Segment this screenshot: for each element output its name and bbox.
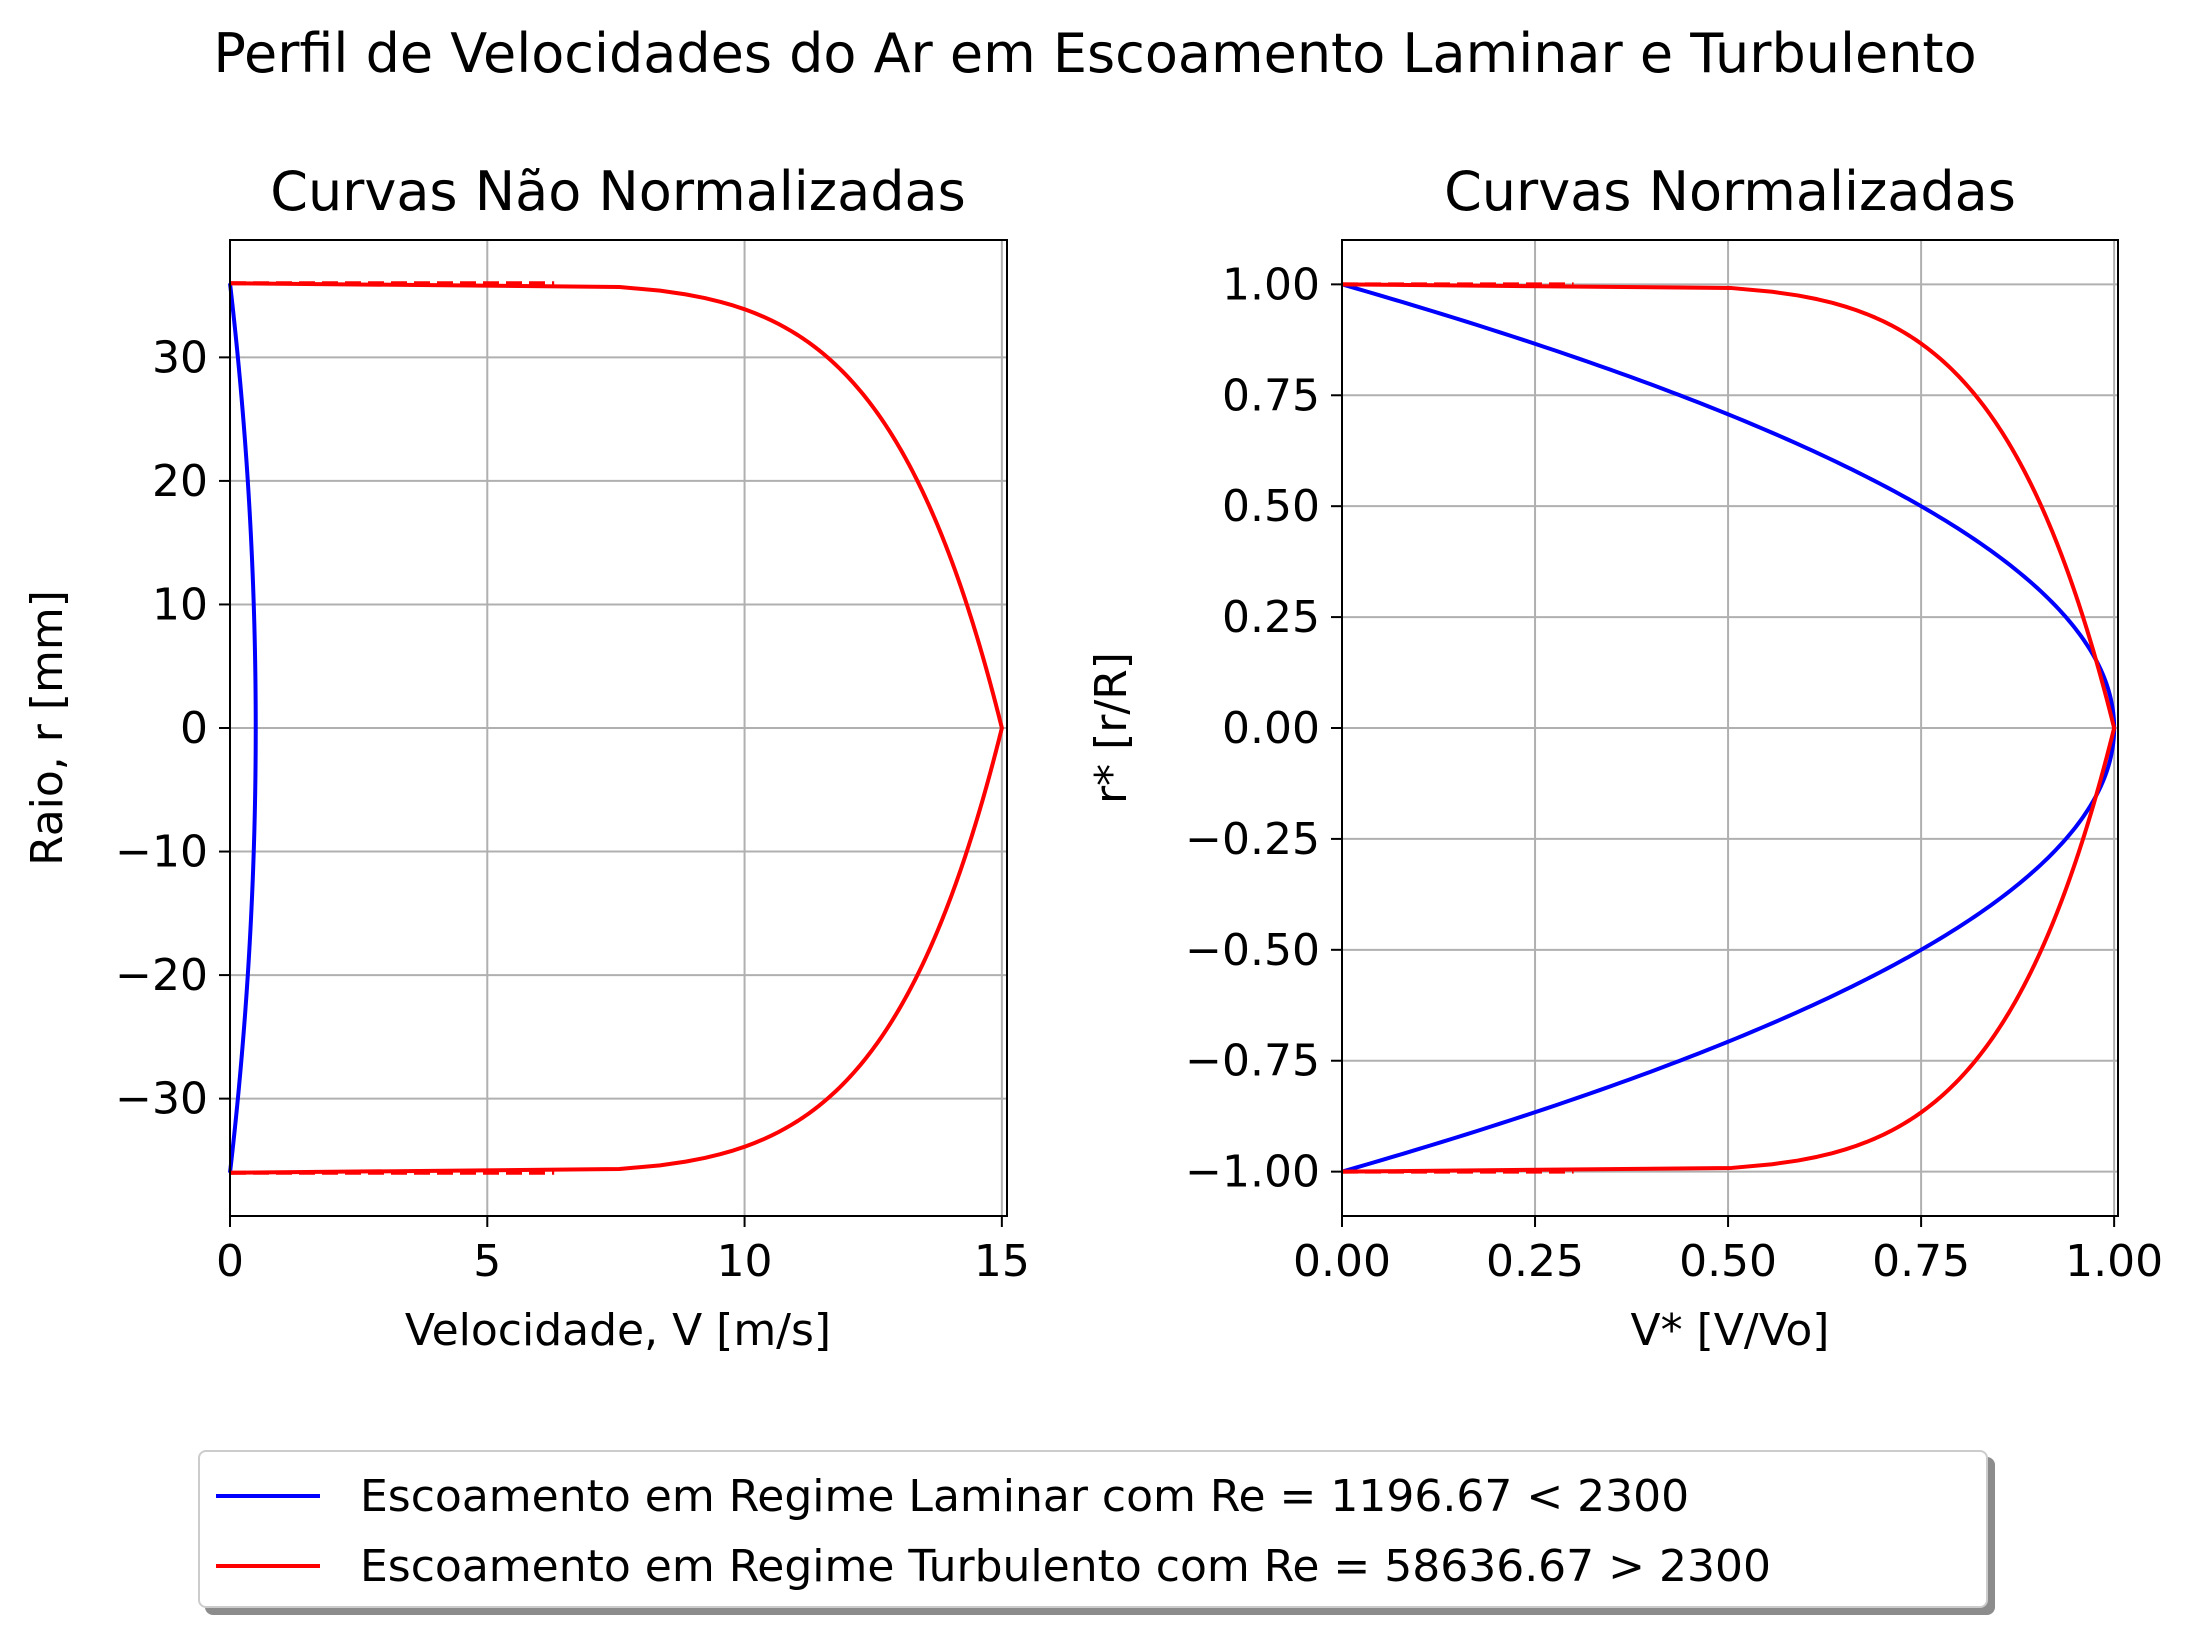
y-tick-label: −0.25 [1185, 814, 1320, 865]
right-plot: 0.00 0.25 0.50 0.75 1.00 1.00 0.75 0.50 0.25 0.00… [1185, 239, 2163, 1287]
legend-item-laminar: Escoamento em Regime Laminar com Re = 11… [216, 1466, 1689, 1526]
left-x-axis-label: Velocidade, V [m/s] [405, 1305, 831, 1356]
series-line-turbulent [1341, 282, 2117, 1174]
left-y-axis-label: Raio, r [mm] [22, 590, 73, 866]
y-tick-label: −0.75 [1185, 1036, 1320, 1087]
right-chart-title: Curvas Normalizadas [1444, 160, 2016, 223]
y-tick-label: 0.75 [1222, 370, 1320, 421]
legend-label-turbulent: Escoamento em Regime Turbulento com Re =… [360, 1540, 1771, 1592]
y-tick-label: 30 [152, 332, 208, 383]
x-tick-label: 10 [717, 1236, 773, 1287]
x-tick-label: 0 [216, 1236, 244, 1287]
x-tick-label: 0.00 [1293, 1236, 1391, 1287]
y-tick-label: −1.00 [1185, 1147, 1320, 1198]
left-chart-title: Curvas Não Normalizadas [270, 160, 966, 223]
y-tick-label: 0.50 [1222, 481, 1320, 532]
y-tick-label: −0.50 [1185, 925, 1320, 976]
x-tick-label: 0.50 [1679, 1236, 1777, 1287]
y-tick-label: −20 [115, 950, 208, 1001]
left-plot: 0 5 10 15 30 20 10 0 −10 −20 −30 [115, 239, 1030, 1287]
y-tick-label: 0.00 [1222, 703, 1320, 754]
y-tick-label: −30 [115, 1074, 208, 1125]
x-tick-label: 0.25 [1486, 1236, 1584, 1287]
legend: Escoamento em Regime Laminar com Re = 11… [198, 1450, 1988, 1608]
x-tick-label: 0.75 [1872, 1236, 1970, 1287]
legend-label-laminar: Escoamento em Regime Laminar com Re = 11… [360, 1470, 1690, 1522]
y-tick-label: 0 [180, 703, 208, 754]
series-line-turbulent [229, 281, 1004, 1175]
y-tick-label: 0.25 [1222, 592, 1320, 643]
legend-swatch-laminar [216, 1494, 320, 1498]
right-x-axis-label: V* [V/Vo] [1631, 1305, 1830, 1356]
y-tick-label: 10 [152, 579, 208, 630]
x-tick-label: 5 [473, 1236, 501, 1287]
legend-swatch-turbulent [216, 1564, 320, 1568]
x-tick-label: 15 [974, 1236, 1030, 1287]
right-y-axis-label: r* [r/R] [1086, 652, 1137, 804]
y-tick-label: 1.00 [1222, 259, 1320, 310]
y-tick-label: −10 [115, 827, 208, 878]
series-line-laminar [228, 283, 258, 1173]
legend-item-turbulent: Escoamento em Regime Turbulento com Re =… [216, 1536, 1771, 1596]
x-tick-label: 1.00 [2065, 1236, 2163, 1287]
figure-title: Perfil de Velocidades do Ar em Escoament… [213, 22, 1976, 85]
y-tick-label: 20 [152, 456, 208, 507]
